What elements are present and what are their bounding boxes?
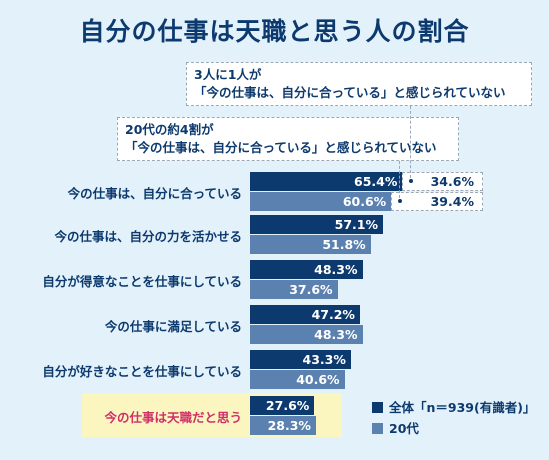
bar-all: 27.6% <box>250 396 315 415</box>
callout-overall: 3人に1人が 「今の仕事は、自分に合っている」と感じられていない <box>186 62 532 106</box>
remainder-box-all: 34.6% <box>402 172 483 191</box>
chart-title: 自分の仕事は天職と思う人の割合 <box>79 17 470 46</box>
bar-twenties: 51.8% <box>250 235 371 254</box>
callout-overall-line2: 「今の仕事は、自分に合っている」と感じられていない <box>194 85 506 100</box>
bar-all: 48.3% <box>250 260 363 279</box>
bar-value-label: 47.2% <box>311 307 355 322</box>
legend-swatch-all <box>372 402 383 413</box>
bar-all: 47.2% <box>250 305 360 324</box>
callout-leader-line <box>410 106 412 178</box>
bar-value-label: 40.6% <box>296 372 340 387</box>
category-label: 今の仕事は、自分の力を活かせる <box>54 229 242 244</box>
legend-item-all: 全体「n＝939(有識者)」 <box>372 397 535 416</box>
bar-value-label: 43.3% <box>302 352 346 367</box>
category-label: 今の仕事は天職だと思う <box>104 410 242 425</box>
callout-twenties-line1: 20代の約4割が <box>125 122 214 137</box>
bar-value-label: 27.6% <box>265 398 310 413</box>
remainder-value-label: 34.6% <box>430 174 474 189</box>
bar-value-label: 60.6% <box>342 194 387 209</box>
legend-item-twenties: 20代 <box>372 418 419 437</box>
bar-all: 43.3% <box>250 350 351 369</box>
remainder-dot <box>409 179 414 183</box>
remainder-value-label: 39.4% <box>430 194 474 209</box>
bar-value-label: 48.3% <box>314 262 358 277</box>
bar-twenties: 28.3% <box>250 416 316 435</box>
bar-twenties: 40.6% <box>250 370 345 389</box>
bar-value-label: 37.6% <box>289 282 333 297</box>
remainder-box-twenties: 39.4% <box>391 192 483 211</box>
category-label: 今の仕事に満足している <box>104 319 242 334</box>
bar-all: 65.4% <box>250 172 403 191</box>
bar-twenties: 60.6% <box>250 192 392 211</box>
category-label: 自分が得意なことを仕事にしている <box>42 274 242 289</box>
bar-value-label: 51.8% <box>322 237 366 252</box>
callout-leader-line <box>399 161 401 198</box>
legend-label-twenties: 20代 <box>389 421 419 436</box>
bar-value-label: 48.3% <box>314 327 358 342</box>
bar-all: 57.1% <box>250 215 384 234</box>
category-label: 今の仕事は、自分に合っている <box>67 186 242 201</box>
remainder-dot <box>398 199 403 203</box>
legend-swatch-twenties <box>372 423 383 434</box>
bar-value-label: 57.1% <box>334 217 379 232</box>
callout-twenties-line2: 「今の仕事は、自分に合っている」と感じられていない <box>125 140 437 155</box>
callout-twenties: 20代の約4割が 「今の仕事は、自分に合っている」と感じられていない <box>117 117 459 161</box>
legend-label-all: 全体「n＝939(有識者)」 <box>389 400 536 415</box>
bar-value-label: 28.3% <box>267 418 311 433</box>
bar-value-label: 65.4% <box>354 174 398 189</box>
callout-overall-line1: 3人に1人が <box>194 67 262 82</box>
bar-twenties: 37.6% <box>250 280 338 299</box>
category-label: 自分が好きなことを仕事にしている <box>42 364 242 379</box>
bar-twenties: 48.3% <box>250 325 363 344</box>
